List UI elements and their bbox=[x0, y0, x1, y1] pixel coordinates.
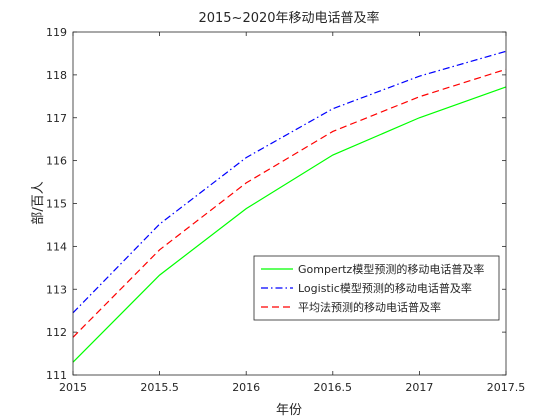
x-axis-title: 年份 bbox=[276, 403, 302, 418]
legend: Gompertz模型预测的移动电话普及率 Logistic模型预测的移动电话普及率… bbox=[253, 255, 500, 321]
x-tick-label: 2016 bbox=[232, 381, 260, 394]
legend-label-0: Gompertz模型预测的移动电话普及率 bbox=[298, 262, 484, 276]
chart-title: 2015~2020年移动电话普及率 bbox=[198, 10, 379, 26]
y-tick-label: 119 bbox=[46, 26, 67, 39]
y-tick-label: 118 bbox=[46, 69, 67, 82]
series-line-1 bbox=[72, 50, 507, 314]
series-line-0 bbox=[72, 86, 507, 363]
y-axis-title: 部/百人 bbox=[31, 181, 46, 224]
y-tick-label: 111 bbox=[46, 369, 67, 382]
x-tick-label: 2017 bbox=[405, 381, 433, 394]
y-tick-label: 117 bbox=[46, 112, 67, 125]
y-tick-label: 112 bbox=[46, 326, 67, 339]
plot-area: 2015 2015.5 2016 2016.5 2017 2017.5 111 112 113 1… bbox=[46, 26, 525, 394]
x-tick-label: 2017.5 bbox=[487, 381, 526, 394]
x-tick-label: 2016.5 bbox=[314, 381, 353, 394]
series-line-2 bbox=[72, 68, 507, 338]
x-tick-label: 2015 bbox=[59, 381, 87, 394]
legend-label-1: Logistic模型预测的移动电话普及率 bbox=[298, 281, 472, 295]
legend-label-2: 平均法预测的移动电话普及率 bbox=[298, 300, 441, 314]
axes-background bbox=[73, 32, 506, 375]
y-tick-label: 115 bbox=[46, 198, 67, 211]
series-layer bbox=[72, 50, 507, 363]
y-tick-label: 114 bbox=[46, 240, 67, 253]
y-tick-label: 113 bbox=[46, 283, 67, 296]
legend-box bbox=[253, 255, 500, 321]
y-tick-label: 116 bbox=[46, 155, 67, 168]
x-tick-label: 2015.5 bbox=[140, 381, 179, 394]
ticks-layer: 2015 2015.5 2016 2016.5 2017 2017.5 111 112 113 1… bbox=[46, 26, 525, 394]
